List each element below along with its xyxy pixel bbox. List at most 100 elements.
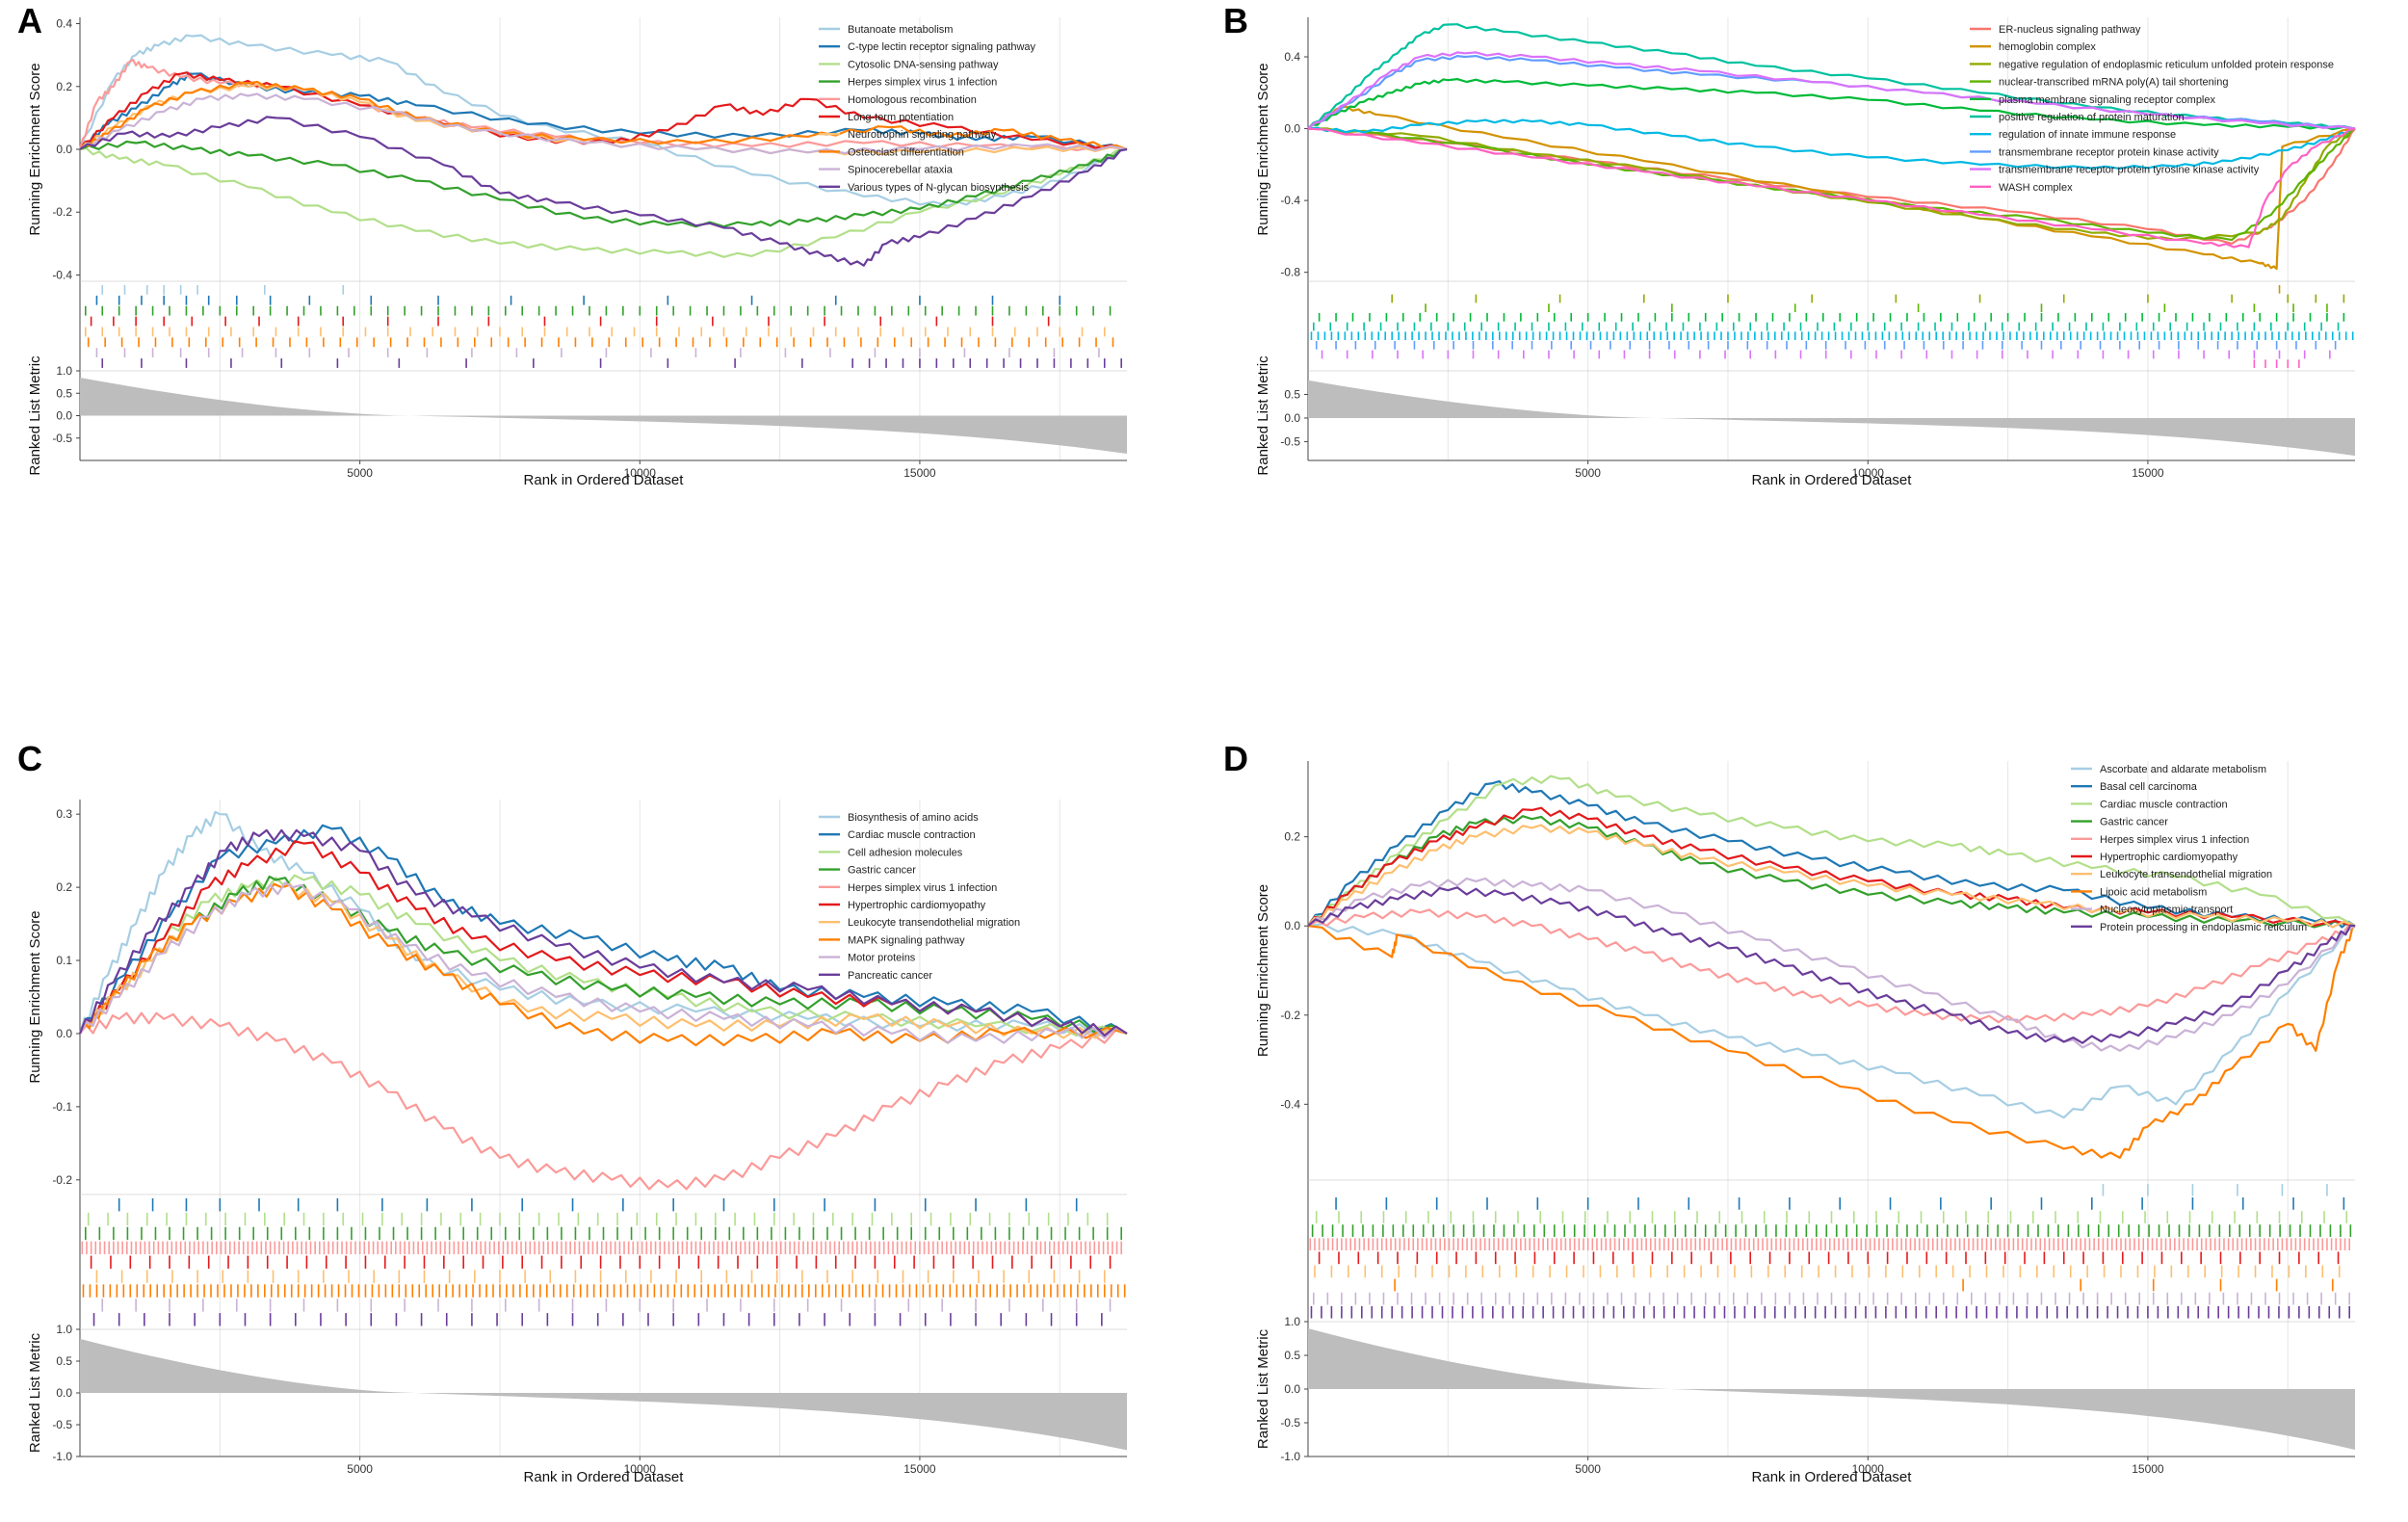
- es-line: [1307, 923, 2356, 1119]
- es-tick-label: 0.0: [56, 1027, 72, 1040]
- es-y-ticks: 0.2 0.0 -0.2 -0.4: [1280, 830, 1308, 1111]
- ranked-metric: [1308, 1328, 2355, 1450]
- legend-label: Gastric cancer: [2100, 817, 2168, 828]
- legend-label: transmembrane receptor protein kinase ac…: [1999, 146, 2219, 158]
- metric-y-ticks: 0.5 0.0 -0.5: [1280, 387, 1308, 448]
- legend-label: hemoglobin complex: [1999, 41, 2096, 53]
- metric-tick-label: -0.5: [1280, 434, 1300, 448]
- metric-tick-label: 1.0: [56, 1323, 72, 1336]
- es-tick-label: 0.2: [56, 880, 72, 894]
- metric-tick-label: -1.0: [52, 1450, 72, 1463]
- x-tick-label: 10000: [624, 1462, 657, 1476]
- legend-label: Nucleocytoplasmic transport: [2100, 905, 2233, 916]
- es-tick-label: 0.0: [56, 143, 72, 156]
- x-ticks: 5000 10000 15000: [1575, 460, 2164, 480]
- legend-label: positive regulation of protein maturatio…: [1999, 112, 2185, 123]
- legend: Ascorbate and aldarate metabolism Basal c…: [2071, 764, 2307, 933]
- x-tick-label: 5000: [1575, 1462, 1601, 1476]
- legend-label: Hypertrophic cardiomyopathy: [2100, 852, 2238, 863]
- legend: Butanoate metabolism C-type lectin recept…: [819, 24, 1036, 194]
- es-line: [1307, 886, 2356, 1044]
- legend-label: Lipoic acid metabolism: [2100, 886, 2207, 898]
- panel-label: A: [17, 1, 42, 40]
- es-line: [1307, 815, 2356, 929]
- legend-label: Herpes simplex virus 1 infection: [848, 882, 997, 894]
- metric-tick-label: 0.5: [1284, 1349, 1300, 1362]
- legend-label: plasma membrane signaling receptor compl…: [1999, 94, 2215, 106]
- hit-rugs: [85, 285, 1122, 368]
- x-tick-label: 10000: [624, 466, 657, 480]
- es-tick-label: -0.1: [52, 1100, 72, 1114]
- x-tick-label: 5000: [1575, 466, 1601, 480]
- x-tick-label: 15000: [903, 466, 936, 480]
- es-y-axis-title: Running Enrichment Score: [27, 910, 43, 1083]
- x-tick-label: 10000: [1852, 1462, 1885, 1476]
- legend-label: Osteoclast differentiation: [848, 146, 964, 158]
- es-tick-label: -0.2: [1280, 1009, 1300, 1022]
- es-line: [79, 116, 1128, 267]
- legend-label: ER-nucleus signaling pathway: [1999, 24, 2141, 36]
- legend-label: Hypertrophic cardiomyopathy: [848, 900, 986, 911]
- es-line: [1307, 127, 2356, 245]
- x-ticks: 5000 10000 15000: [1575, 1456, 2164, 1476]
- metric-y-axis-title: Ranked List Metric: [1255, 1328, 1271, 1449]
- es-line: [1307, 51, 2356, 130]
- metric-y-axis-title: Ranked List Metric: [1255, 355, 1271, 476]
- es-tick-label: 0.0: [1284, 122, 1300, 136]
- legend-label: Various types of N-glycan biosynthesis: [848, 182, 1030, 194]
- metric-tick-label: 0.0: [56, 409, 72, 423]
- panel-label: C: [17, 739, 42, 778]
- legend-label: WASH complex: [1999, 182, 2073, 194]
- metric-tick-label: -0.5: [52, 432, 72, 445]
- metric-y-ticks: 1.0 0.5 0.0 -0.5 -1.0: [1280, 1315, 1308, 1463]
- es-y-axis-title: Running Enrichment Score: [1255, 63, 1271, 235]
- es-tick-label: 0.0: [1284, 919, 1300, 932]
- legend-label: Butanoate metabolism: [848, 24, 953, 36]
- es-line: [1307, 127, 2356, 249]
- legend-label: Motor proteins: [848, 953, 916, 964]
- es-tick-label: 0.4: [1284, 50, 1300, 64]
- ranked-metric: [80, 378, 1127, 454]
- es-line: [78, 810, 1128, 1037]
- es-series: [78, 810, 1128, 1191]
- metric-y-axis-title: Ranked List Metric: [27, 1332, 43, 1453]
- metric-tick-label: 0.5: [56, 1354, 72, 1368]
- es-y-ticks: 0.3 0.2 0.1 0.0 -0.1 -0.2: [52, 807, 80, 1187]
- legend-label: Leukocyte transendothelial migration: [2100, 869, 2272, 880]
- x-tick-label: 10000: [1852, 466, 1885, 480]
- legend-label: Gastric cancer: [848, 865, 916, 877]
- x-tick-label: 15000: [2132, 466, 2164, 480]
- legend-label: nuclear-transcribed mRNA poly(A) tail sh…: [1999, 77, 2228, 89]
- legend-label: Cytosolic DNA-sensing pathway: [848, 59, 999, 70]
- legend-label: C-type lectin receptor signaling pathway: [848, 41, 1036, 53]
- legend-label: Cardiac muscle contraction: [2100, 799, 2228, 810]
- es-line: [1307, 78, 2356, 131]
- es-line: [79, 140, 1128, 228]
- es-tick-label: 0.2: [1284, 830, 1300, 844]
- es-tick-label: 0.3: [56, 807, 72, 821]
- es-line: [78, 34, 1128, 207]
- metric-tick-label: 1.0: [1284, 1315, 1300, 1328]
- legend-label: Cell adhesion molecules: [848, 847, 963, 858]
- es-tick-label: 0.2: [56, 80, 72, 93]
- legend-label: Neurotrophin signaling pathway: [848, 129, 997, 141]
- es-tick-label: 0.4: [56, 17, 72, 31]
- es-tick-label: -0.4: [52, 268, 72, 281]
- es-line: [1307, 824, 2356, 929]
- ranked-metric: [1308, 380, 2355, 457]
- metric-tick-label: 0.0: [56, 1386, 72, 1400]
- metric-tick-label: -0.5: [1280, 1416, 1300, 1430]
- x-tick-label: 5000: [347, 1462, 373, 1476]
- gridlines: [219, 17, 1060, 460]
- es-y-ticks: 0.4 0.2 0.0 -0.2 -0.4: [52, 17, 80, 281]
- legend-label: Homologous recombination: [848, 94, 977, 106]
- metric-y-ticks: 1.0 0.5 0.0 -0.5 -1.0: [52, 1323, 80, 1463]
- legend-label: Herpes simplex virus 1 infection: [2100, 834, 2249, 846]
- metric-y-axis-title: Ranked List Metric: [27, 355, 43, 476]
- metric-tick-label: 0.0: [1284, 1382, 1300, 1396]
- metric-y-ticks: 1.0 0.5 0.0 -0.5: [52, 364, 80, 445]
- es-series: [1307, 774, 2356, 1159]
- es-y-ticks: 0.4 0.0 -0.4 -0.8: [1280, 50, 1308, 279]
- x-axis-title: Rank in Ordered Dataset: [1752, 1469, 1913, 1485]
- metric-tick-label: 1.0: [56, 364, 72, 378]
